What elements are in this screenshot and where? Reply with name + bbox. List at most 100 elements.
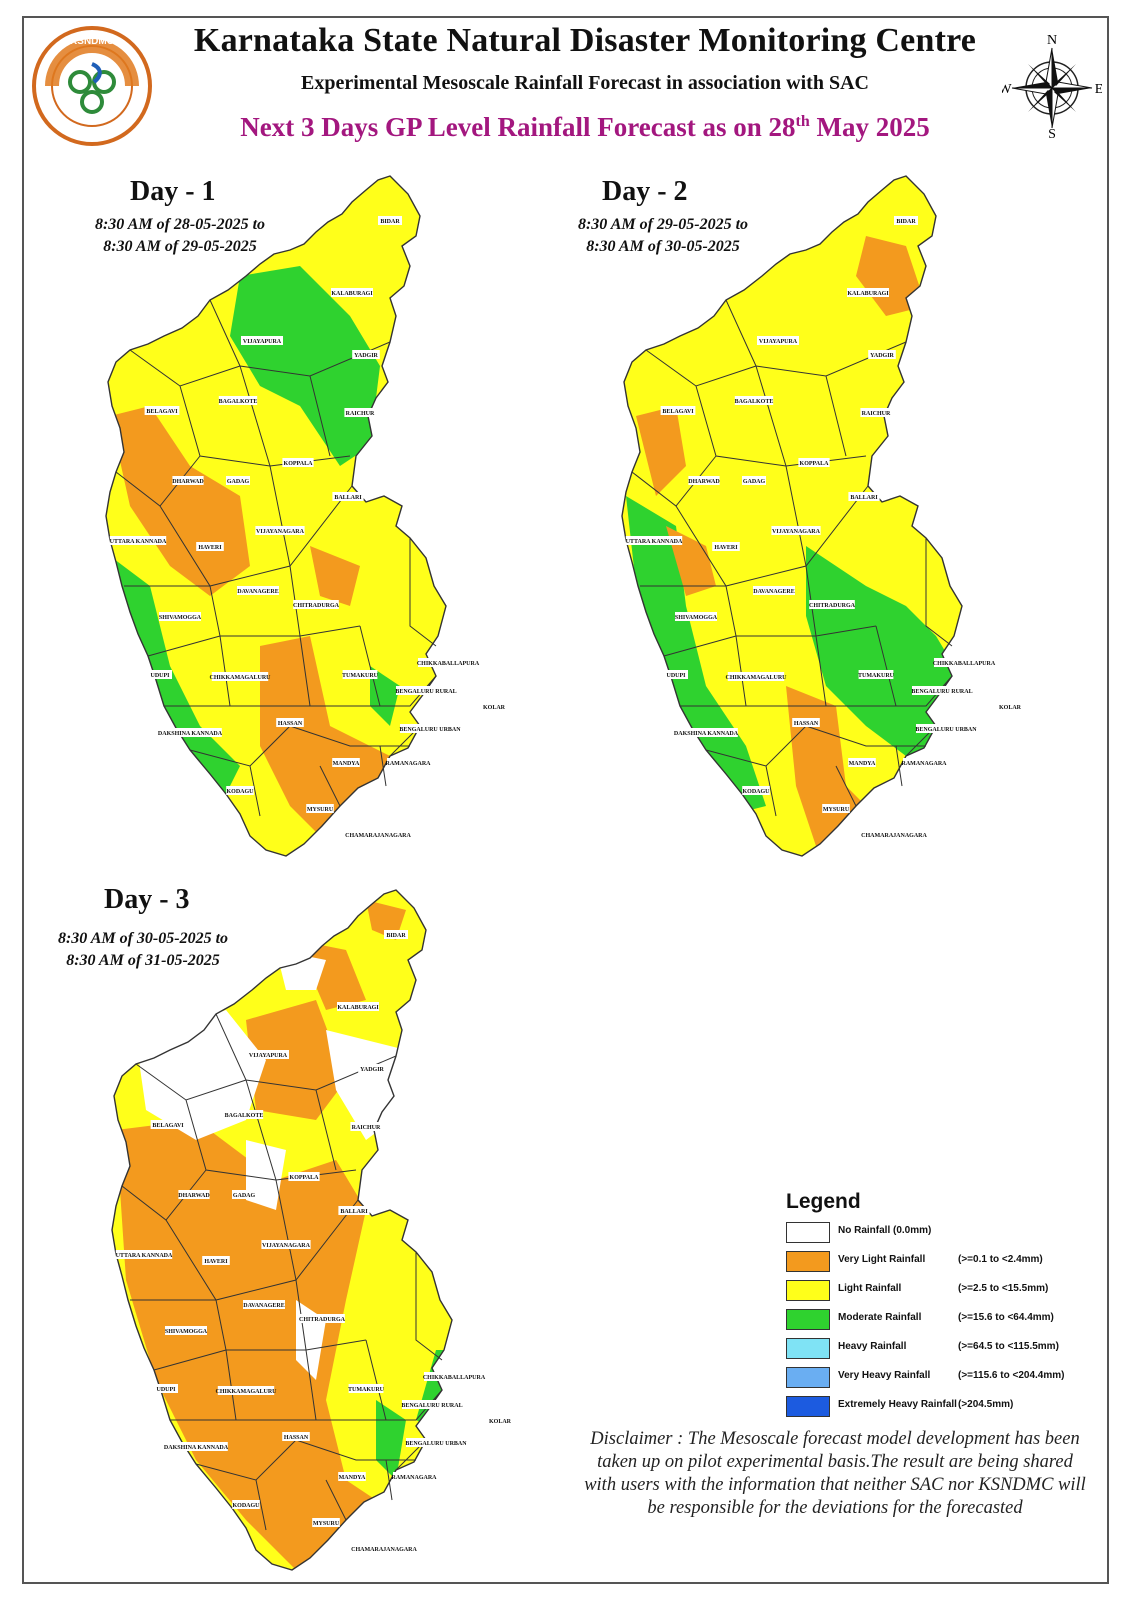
legend-item: Heavy Rainfall (>=64.5 to <115.5mm) — [786, 1336, 1086, 1365]
district-label-box — [247, 1050, 289, 1059]
district-label-bengaluru-urban: BENGALURU URBAN — [399, 727, 461, 733]
district-boundary — [249, 765, 261, 817]
district-label-kolar: KOLAR — [999, 705, 1022, 711]
district-label-box — [276, 718, 304, 727]
district-label-ballari: BALLARI — [850, 495, 878, 501]
district-label-box — [400, 724, 460, 733]
day1-time-to: 8:30 AM of 29-05-2025 — [103, 238, 257, 255]
district-boundary — [215, 1013, 397, 1091]
district-label-box — [261, 1240, 311, 1249]
district-label-box — [332, 758, 360, 767]
district-label-box — [144, 406, 180, 415]
district-label-box — [332, 492, 364, 501]
district-label-bagalkote: BAGALKOTE — [219, 399, 258, 405]
district-label-udupi: UDUPI — [151, 673, 171, 679]
district-label-box — [488, 1416, 512, 1425]
district-label-box — [625, 536, 683, 545]
district-label-kalaburagi: KALABURAGI — [337, 1005, 379, 1011]
district-label-haveri: HAVERI — [204, 1259, 228, 1265]
district-label-tumakuru: TUMAKURU — [348, 1387, 385, 1393]
logo-text: KSNDMC — [70, 36, 114, 47]
district-label-box — [675, 612, 717, 621]
state-outline — [621, 175, 963, 857]
legend: Legend No Rainfall (0.0mm) Very Light Rai… — [786, 1190, 1086, 1420]
district-boundary — [379, 745, 387, 787]
district-label-haveri: HAVERI — [714, 545, 738, 551]
district-label-dharwad: DHARWAD — [172, 479, 204, 485]
district-boundary — [409, 538, 437, 647]
legend-swatch — [786, 1280, 830, 1301]
district-label-box — [753, 586, 795, 595]
day2-time: 8:30 AM of 29-05-2025 to 8:30 AM of 30-0… — [548, 214, 778, 258]
district-label-box — [742, 476, 766, 485]
district-label-box — [164, 1442, 228, 1451]
district-label-box — [742, 786, 770, 795]
district-label-box — [771, 526, 821, 535]
rainfall-patch-moderate — [416, 1350, 452, 1440]
legend-label: Extremely Heavy Rainfall — [838, 1399, 957, 1410]
district-label-box — [342, 670, 378, 679]
rainfall-patch-moderate — [486, 666, 520, 726]
district-label-box — [148, 670, 172, 679]
district-boundary — [359, 625, 381, 707]
district-label-raichur: RAICHUR — [352, 1125, 381, 1131]
district-label-belagavi: BELAGAVI — [152, 1123, 184, 1129]
district-label-vijayanagara: VIJAYANAGARA — [256, 529, 305, 535]
district-label-box — [226, 786, 254, 795]
district-boundary — [735, 635, 953, 707]
district-boundary — [255, 1479, 267, 1531]
day3-time-from: 8:30 AM of 30-05-2025 to — [57, 930, 229, 947]
district-label-gadag: GADAG — [233, 1193, 256, 1199]
district-label-chitradurga: CHITRADURGA — [293, 603, 340, 609]
district-label-box — [312, 1518, 340, 1527]
district-boundary — [725, 299, 907, 377]
legend-swatch — [786, 1367, 830, 1388]
legend-range: (>=64.5 to <115.5mm) — [958, 1341, 1059, 1352]
district-boundary — [925, 538, 953, 647]
ksndmc-logo: KSNDMC — [32, 26, 152, 146]
district-label-chamarajanagara: CHAMARAJANAGARA — [861, 833, 927, 839]
district-boundary — [765, 765, 777, 817]
legend-title: Legend — [786, 1190, 861, 1213]
district-label-tumakuru: TUMAKURU — [342, 673, 379, 679]
district-boundary — [239, 365, 271, 467]
legend-label: Heavy Rainfall — [838, 1341, 907, 1352]
district-label-box — [288, 1172, 320, 1181]
district-label-kodagu: KODAGU — [743, 789, 771, 795]
page-subtitle: Experimental Mesoscale Rainfall Forecast… — [301, 72, 869, 94]
district-label-box — [848, 492, 880, 501]
district-label-raichur: RAICHUR — [862, 411, 891, 417]
district-boundary — [209, 585, 361, 637]
district-label-chikkaballapura: CHIKKABALLAPURA — [933, 661, 996, 667]
district-label-chamarajanagara: CHAMARAJANAGARA — [345, 833, 411, 839]
district-label-box — [792, 718, 820, 727]
district-boundary — [245, 1079, 277, 1181]
compass-s: S — [1048, 127, 1056, 140]
district-label-box — [482, 702, 506, 711]
district-label-box — [178, 1190, 210, 1199]
rainfall-patch-very-light — [636, 406, 686, 496]
district-boundary — [825, 375, 847, 457]
district-label-box — [211, 672, 269, 681]
district-label-yadgir: YADGIR — [360, 1067, 384, 1073]
legend-range: (>=15.6 to <64.4mm) — [958, 1312, 1054, 1323]
district-label-box — [688, 476, 720, 485]
district-label-box — [282, 1432, 310, 1441]
district-label-box — [354, 1544, 414, 1553]
district-label-box — [218, 396, 258, 405]
district-label-box — [282, 458, 314, 467]
rainfall-patch-very-light — [116, 1120, 416, 1570]
district-label-mandya: MANDYA — [333, 761, 360, 767]
district-label-box — [348, 830, 408, 839]
district-label-box — [226, 476, 250, 485]
district-label-box — [352, 350, 380, 359]
legend-swatch — [786, 1222, 830, 1243]
district-boundary — [315, 1089, 337, 1171]
day3-heading: Day - 3 — [104, 884, 190, 915]
compass-w: W — [1002, 82, 1012, 97]
district-boundary — [165, 1199, 359, 1301]
district-label-box — [934, 658, 994, 667]
state-outline — [111, 889, 453, 1571]
district-boundary — [725, 585, 877, 637]
district-label-bengaluru-rural: BENGALURU RURAL — [911, 689, 972, 695]
